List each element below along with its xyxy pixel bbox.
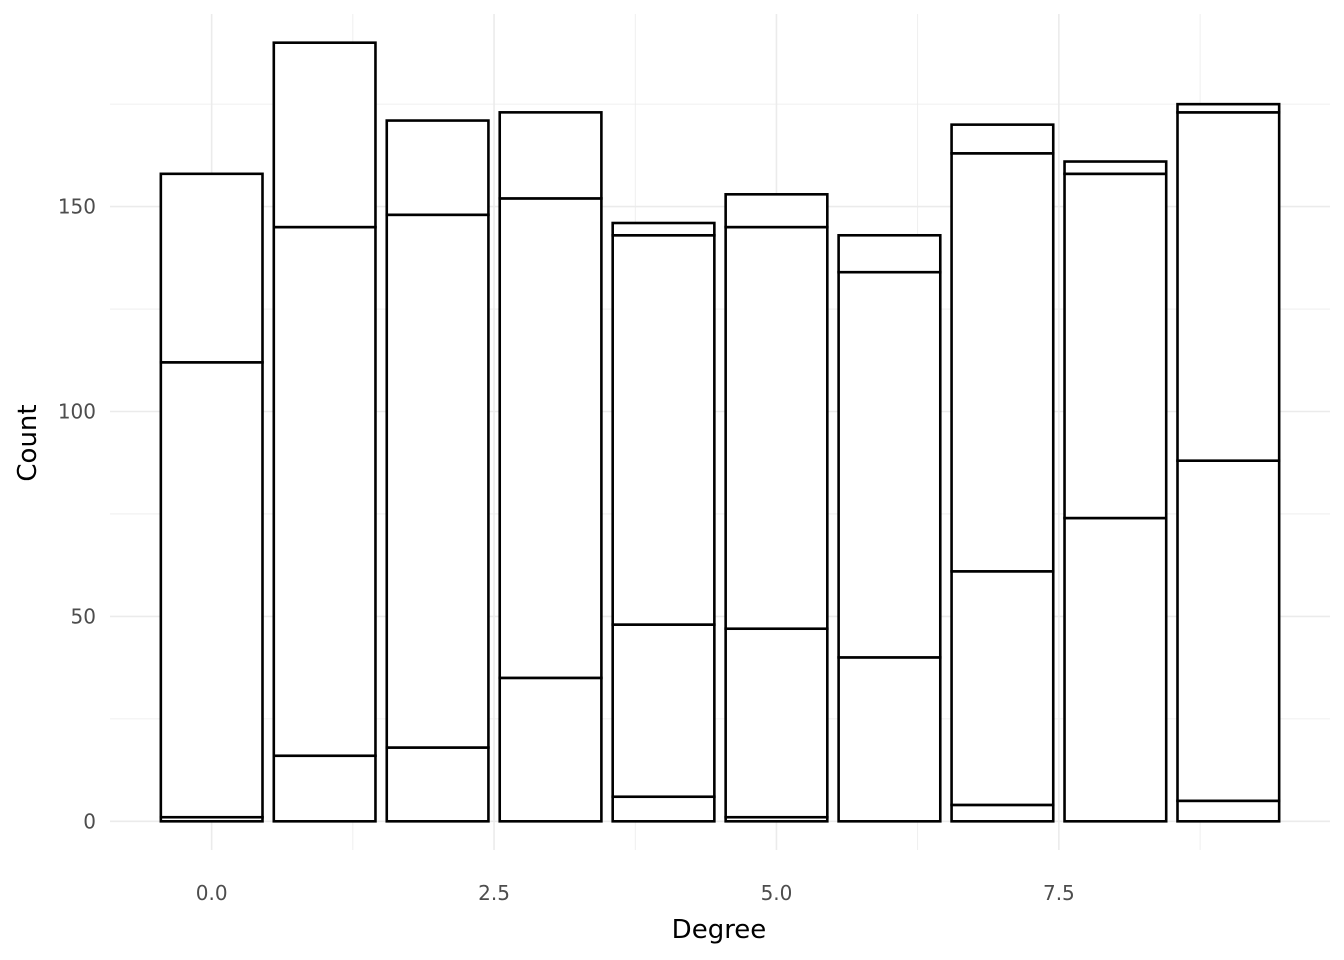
bar-segment: [950, 803, 1055, 823]
bar-segment: [950, 152, 1055, 573]
bar-segment: [837, 656, 942, 823]
bar-segment: [1176, 111, 1281, 462]
x-axis-title: Degree: [672, 915, 767, 945]
bar-segment: [837, 270, 942, 659]
bar-segment: [498, 111, 603, 200]
bar-segment: [724, 627, 829, 819]
bar-segment: [1176, 459, 1281, 803]
bar-segment: [1063, 516, 1168, 823]
x-tick-label: 7.5: [1043, 881, 1075, 905]
bar-segment: [498, 197, 603, 680]
bar-segment: [272, 41, 377, 229]
bar-segment: [385, 119, 490, 217]
bar-segment: [724, 225, 829, 631]
x-tick-label: 2.5: [478, 881, 510, 905]
bar-segment: [611, 623, 716, 799]
bar-segment: [272, 225, 377, 758]
bars-layer: [159, 41, 1281, 823]
bar-segment: [1063, 172, 1168, 520]
bar-segment: [1176, 102, 1281, 114]
bar-segment: [611, 233, 716, 626]
bar-segment: [837, 233, 942, 274]
bar-segment: [950, 123, 1055, 155]
x-tick-label: 0.0: [196, 881, 228, 905]
bar-segment: [159, 361, 264, 819]
y-tick-label: 150: [58, 195, 96, 219]
bar-segment: [611, 221, 716, 237]
bar-segment: [385, 746, 490, 823]
bar-segment: [159, 172, 264, 364]
bar-segment: [611, 795, 716, 823]
y-tick-label: 100: [58, 400, 96, 424]
y-tick-label: 50: [71, 604, 96, 628]
bar-segment: [272, 754, 377, 823]
bar-segment: [724, 193, 829, 229]
bar-segment: [1063, 160, 1168, 176]
tick-labels: 0.0 2.5 5.0 7.5 0 50 100 150: [58, 195, 1075, 905]
y-tick-label: 0: [83, 809, 96, 833]
x-tick-label: 5.0: [761, 881, 793, 905]
bar-segment: [1176, 799, 1281, 823]
y-axis-title: Count: [13, 404, 43, 481]
bar-segment: [498, 676, 603, 823]
bar-segment: [385, 213, 490, 749]
bar-segment: [950, 570, 1055, 807]
